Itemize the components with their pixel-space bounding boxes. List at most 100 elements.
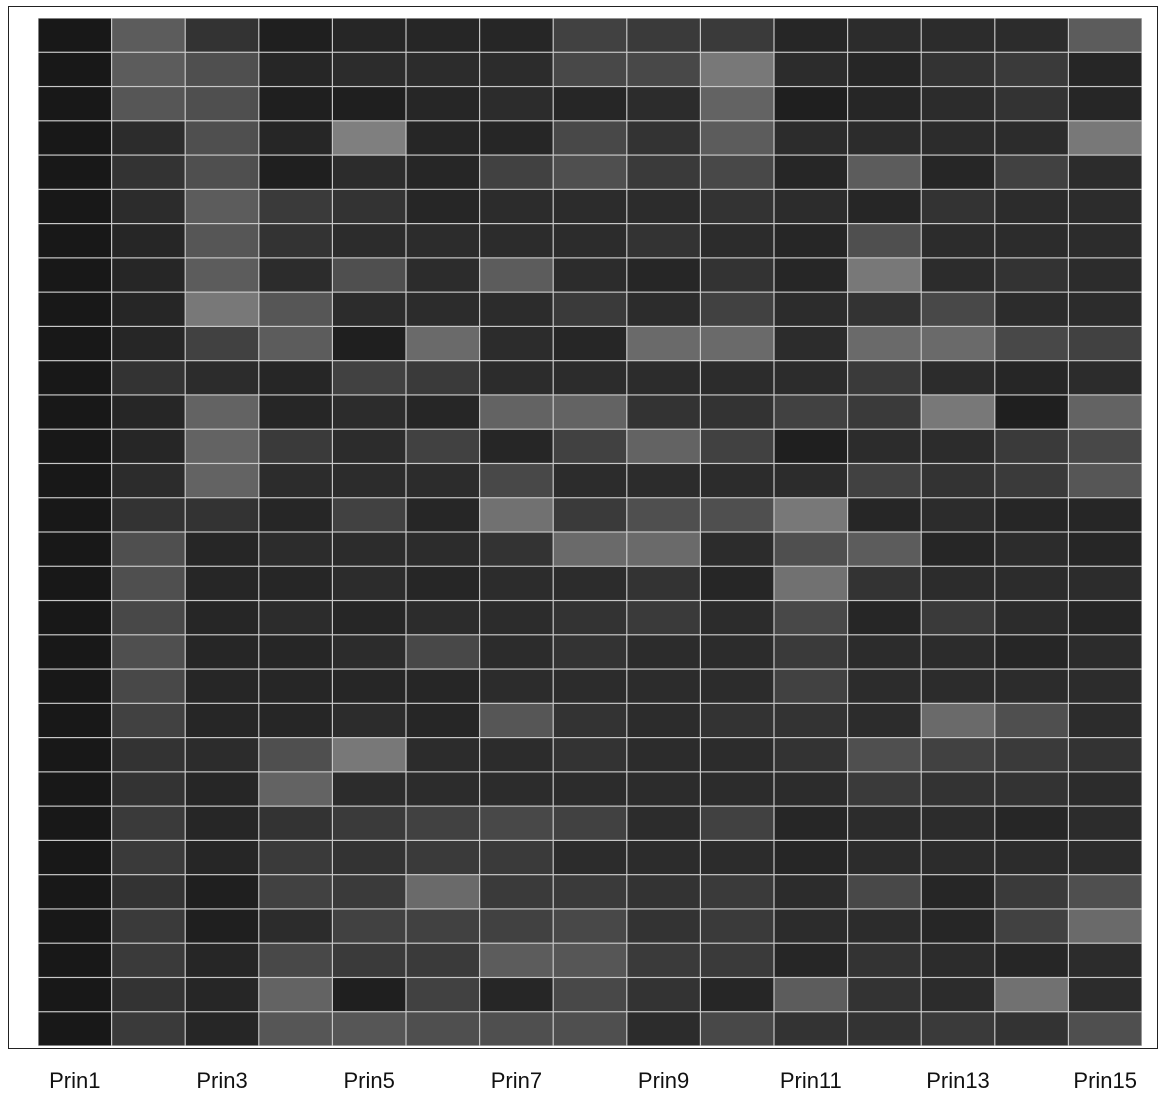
heatmap-cell-r18-prin15 [1069, 601, 1142, 635]
heatmap-cell-r13-prin11 [774, 429, 847, 463]
heatmap-cell-r6-prin5 [333, 189, 406, 223]
heatmap-cell-r2-prin6 [406, 52, 479, 86]
heatmap-cell-r5-prin1 [38, 155, 111, 189]
heatmap-cell-r9-prin6 [406, 292, 479, 326]
heatmap-cell-r15-prin2 [112, 498, 185, 532]
heatmap-cell-r7-prin10 [701, 224, 774, 258]
heatmap-cell-r25-prin10 [701, 841, 774, 875]
heatmap-cell-r11-prin13 [921, 361, 995, 395]
heatmap-cell-r9-prin14 [995, 292, 1068, 326]
heatmap-cell-r11-prin2 [112, 361, 185, 395]
heatmap-cell-r7-prin8 [553, 224, 627, 258]
heatmap-cell-r17-prin4 [259, 566, 332, 600]
heatmap-cell-r9-prin4 [259, 292, 332, 326]
heatmap-cell-r30-prin10 [701, 1012, 774, 1046]
heatmap-cell-r15-prin5 [333, 498, 406, 532]
heatmap-cell-r24-prin13 [921, 806, 995, 840]
heatmap-cell-r13-prin7 [480, 429, 553, 463]
heatmap-cell-r9-prin11 [774, 292, 847, 326]
heatmap-cell-r6-prin15 [1069, 189, 1142, 223]
heatmap-cell-r23-prin3 [185, 772, 259, 806]
heatmap-cell-r15-prin7 [480, 498, 553, 532]
heatmap-cell-r5-prin7 [480, 155, 553, 189]
heatmap-cell-r28-prin8 [553, 943, 627, 977]
heatmap-cell-r12-prin14 [995, 395, 1068, 429]
heatmap-cell-r18-prin8 [553, 601, 627, 635]
heatmap-cell-r1-prin10 [701, 18, 774, 52]
heatmap-cell-r27-prin8 [553, 909, 627, 943]
heatmap-cell-r13-prin10 [701, 429, 774, 463]
heatmap-cell-r9-prin12 [848, 292, 921, 326]
heatmap-cell-r9-prin1 [38, 292, 111, 326]
heatmap-cell-r9-prin15 [1069, 292, 1142, 326]
heatmap-cell-r15-prin13 [921, 498, 995, 532]
heatmap-cell-r29-prin15 [1069, 978, 1142, 1012]
heatmap-cell-r11-prin12 [848, 361, 921, 395]
heatmap-cell-r21-prin6 [406, 703, 479, 737]
heatmap-cell-r9-prin5 [333, 292, 406, 326]
heatmap-cell-r17-prin8 [553, 566, 627, 600]
heatmap-cell-r22-prin13 [921, 738, 995, 772]
heatmap-cell-r11-prin5 [333, 361, 406, 395]
heatmap-cell-r21-prin12 [848, 703, 921, 737]
heatmap-cell-r18-prin7 [480, 601, 553, 635]
heatmap-cell-r10-prin11 [774, 327, 847, 361]
heatmap-cell-r29-prin7 [480, 978, 553, 1012]
heatmap-cell-r17-prin5 [333, 566, 406, 600]
heatmap-cell-r24-prin9 [627, 806, 700, 840]
heatmap-cell-r19-prin5 [333, 635, 406, 669]
heatmap-cell-r2-prin8 [553, 52, 627, 86]
heatmap-cell-r3-prin6 [406, 87, 479, 121]
heatmap-cell-r1-prin14 [995, 18, 1068, 52]
heatmap-cell-r26-prin14 [995, 875, 1068, 909]
heatmap-cell-r11-prin11 [774, 361, 847, 395]
heatmap-cell-r3-prin12 [848, 87, 921, 121]
heatmap-cell-r14-prin8 [553, 464, 627, 498]
heatmap-cell-r4-prin12 [848, 121, 921, 155]
heatmap-cell-r5-prin11 [774, 155, 847, 189]
heatmap-cell-r20-prin9 [627, 669, 700, 703]
heatmap-cell-r16-prin13 [921, 532, 995, 566]
heatmap-cell-r12-prin15 [1069, 395, 1142, 429]
heatmap-cell-r27-prin15 [1069, 909, 1142, 943]
heatmap-cell-r15-prin10 [701, 498, 774, 532]
heatmap-cell-r26-prin10 [701, 875, 774, 909]
heatmap-cell-r30-prin2 [112, 1012, 185, 1046]
heatmap-cell-r22-prin7 [480, 738, 553, 772]
heatmap-cell-r10-prin8 [553, 327, 627, 361]
heatmap-cell-r28-prin6 [406, 943, 479, 977]
heatmap-cell-r27-prin3 [185, 909, 259, 943]
heatmap-cell-r23-prin1 [38, 772, 111, 806]
heatmap-cell-r6-prin6 [406, 189, 479, 223]
heatmap-cell-r8-prin6 [406, 258, 479, 292]
heatmap-cell-r17-prin12 [848, 566, 921, 600]
heatmap-cell-r13-prin15 [1069, 429, 1142, 463]
heatmap-cell-r20-prin11 [774, 669, 847, 703]
heatmap-cell-r27-prin4 [259, 909, 332, 943]
heatmap-cell-r2-prin2 [112, 52, 185, 86]
heatmap-cell-r23-prin8 [553, 772, 627, 806]
heatmap-cell-r23-prin9 [627, 772, 700, 806]
heatmap-cell-r13-prin14 [995, 429, 1068, 463]
heatmap-cell-r19-prin2 [112, 635, 185, 669]
heatmap-cell-r15-prin3 [185, 498, 259, 532]
heatmap-cell-r16-prin1 [38, 532, 111, 566]
heatmap-cell-r25-prin6 [406, 841, 479, 875]
heatmap-cell-r2-prin7 [480, 52, 553, 86]
heatmap-cell-r26-prin4 [259, 875, 332, 909]
heatmap-cell-r28-prin13 [921, 943, 995, 977]
heatmap-cell-r8-prin1 [38, 258, 111, 292]
heatmap-cell-r11-prin3 [185, 361, 259, 395]
heatmap-cell-r7-prin2 [112, 224, 185, 258]
heatmap-cell-r27-prin10 [701, 909, 774, 943]
heatmap-cell-r9-prin9 [627, 292, 700, 326]
heatmap-cell-r7-prin7 [480, 224, 553, 258]
heatmap-cell-r24-prin4 [259, 806, 332, 840]
heatmap-cell-r12-prin13 [921, 395, 995, 429]
heatmap-cell-r10-prin15 [1069, 327, 1142, 361]
heatmap-cell-r16-prin14 [995, 532, 1068, 566]
heatmap-cell-r14-prin15 [1069, 464, 1142, 498]
heatmap-cell-r15-prin12 [848, 498, 921, 532]
x-tick-label: Prin11 [779, 1068, 842, 1093]
heatmap-cell-r25-prin11 [774, 841, 847, 875]
